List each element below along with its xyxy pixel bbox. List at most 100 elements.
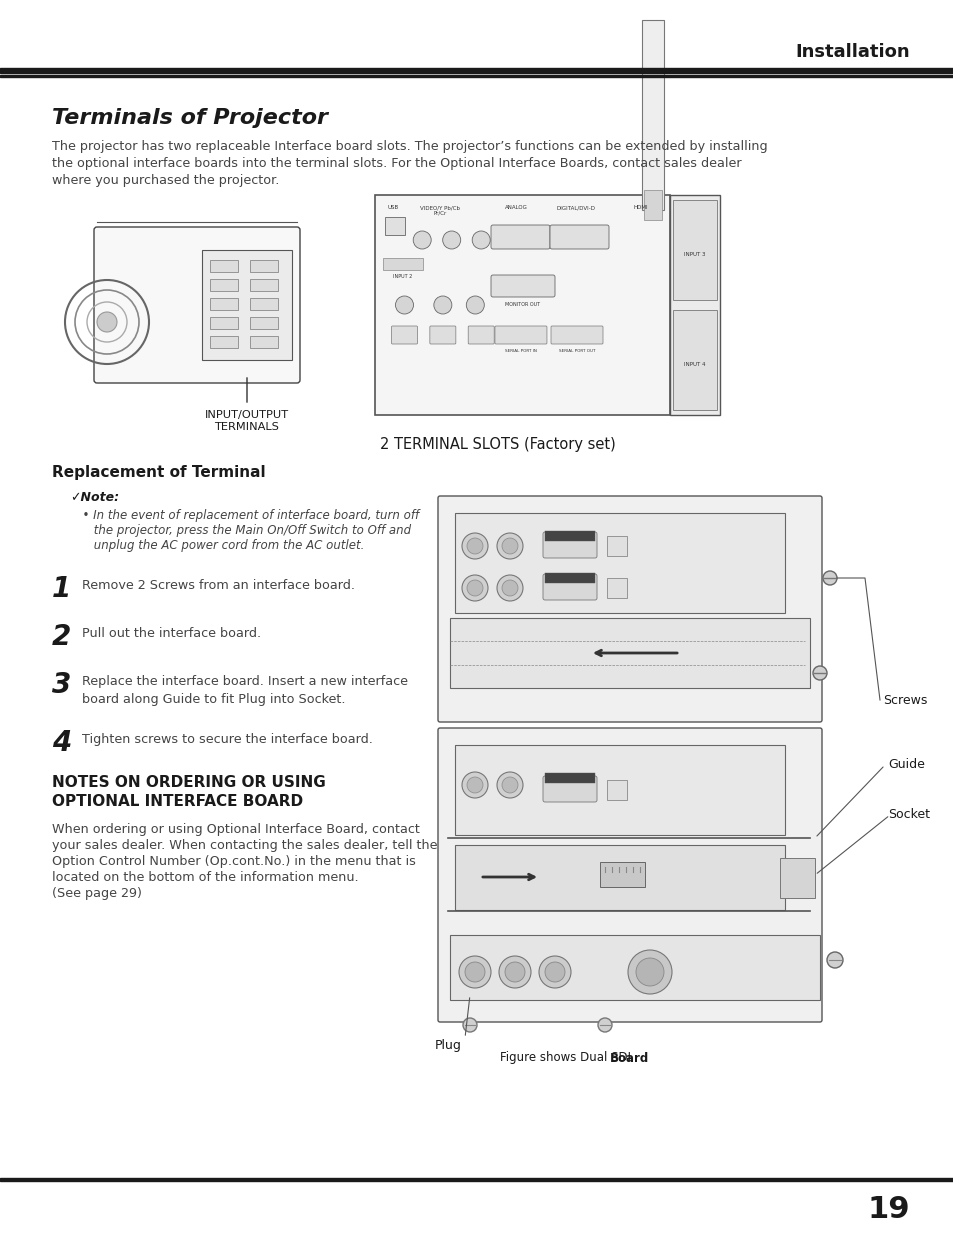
Circle shape [464,962,484,982]
Circle shape [497,772,522,798]
FancyBboxPatch shape [437,727,821,1023]
Bar [544,773,595,783]
FancyBboxPatch shape [495,326,546,345]
Bar [250,298,277,310]
Bar [641,20,663,210]
Text: Tighten screws to secure the interface board.: Tighten screws to secure the interface b… [82,734,373,746]
FancyBboxPatch shape [542,574,597,600]
FancyBboxPatch shape [550,225,608,249]
Circle shape [461,772,488,798]
Text: HDMI: HDMI [633,205,647,210]
Bar [0,1178,953,1181]
FancyBboxPatch shape [430,326,456,345]
Bar [250,279,277,291]
Text: 1: 1 [52,576,71,603]
Bar [544,573,595,583]
Bar [210,336,237,348]
Bar [210,261,237,272]
FancyBboxPatch shape [551,326,602,345]
Text: Socket: Socket [887,809,929,821]
Bar [780,858,814,898]
Circle shape [497,534,522,559]
Circle shape [472,231,490,249]
Text: the optional interface boards into the terminal slots. For the Optional Interfac: the optional interface boards into the t… [52,157,740,170]
Text: Figure shows Dual SDI: Figure shows Dual SDI [499,1051,634,1065]
Text: 2: 2 [52,622,71,651]
Bar [382,258,422,270]
Text: When ordering or using Optional Interface Board, contact: When ordering or using Optional Interfac… [52,823,419,836]
Text: MONITOR OUT: MONITOR OUT [505,301,540,306]
Text: your sales dealer. When contacting the sales dealer, tell the: your sales dealer. When contacting the s… [52,839,437,852]
Bar [210,298,237,310]
Text: where you purchased the projector.: where you purchased the projector. [52,174,279,186]
Bar [210,317,237,329]
Text: 4: 4 [52,729,71,757]
FancyBboxPatch shape [94,227,299,383]
Circle shape [413,231,431,249]
Circle shape [504,962,524,982]
Bar [455,513,784,613]
Bar [250,317,277,329]
Text: NOTES ON ORDERING OR USING
OPTIONAL INTERFACE BOARD: NOTES ON ORDERING OR USING OPTIONAL INTE… [52,776,325,809]
FancyBboxPatch shape [542,776,597,802]
Text: INPUT 2: INPUT 2 [393,273,413,279]
Circle shape [544,962,564,982]
Circle shape [501,777,517,793]
Bar [672,200,717,300]
Bar [0,68,953,73]
Bar [210,279,237,291]
Bar [606,578,626,598]
Circle shape [812,666,826,680]
Text: Remove 2 Screws from an interface board.: Remove 2 Screws from an interface board. [82,579,355,592]
Text: the projector, press the Main On/Off Switch to Off and: the projector, press the Main On/Off Swi… [75,524,411,537]
Text: 19: 19 [866,1195,909,1224]
Circle shape [458,956,491,988]
FancyBboxPatch shape [542,532,597,558]
Bar [202,249,292,359]
Text: ✓Note:: ✓Note: [70,492,119,504]
Text: Plug: Plug [435,1040,461,1052]
Text: 3: 3 [52,671,71,699]
Bar [669,195,720,415]
Circle shape [822,571,836,585]
Circle shape [538,956,571,988]
Circle shape [97,312,117,332]
Bar [606,536,626,556]
Bar [450,618,809,688]
Bar [544,531,595,541]
Bar [606,781,626,800]
Text: Installation: Installation [795,43,909,61]
FancyBboxPatch shape [391,326,417,345]
Bar [250,336,277,348]
Bar [455,745,784,835]
Circle shape [467,538,482,555]
Bar [0,75,953,77]
Text: Replacement of Terminal: Replacement of Terminal [52,466,265,480]
Circle shape [462,1018,476,1032]
FancyBboxPatch shape [491,275,555,296]
Circle shape [627,950,671,994]
Circle shape [498,956,531,988]
Text: Option Control Number (Op.cont.No.) in the menu that is: Option Control Number (Op.cont.No.) in t… [52,855,416,868]
Text: INPUT 3: INPUT 3 [683,252,705,258]
FancyBboxPatch shape [468,326,494,345]
Text: VIDEO/Y Pb/Cb
Pr/Cr: VIDEO/Y Pb/Cb Pr/Cr [419,205,459,215]
Circle shape [434,296,452,314]
Bar [455,845,784,910]
Circle shape [461,534,488,559]
Text: Board: Board [609,1051,649,1065]
Bar [385,217,405,235]
Bar [672,310,717,410]
Circle shape [466,296,484,314]
Text: • In the event of replacement of interface board, turn off: • In the event of replacement of interfa… [75,509,418,522]
Bar [250,261,277,272]
Circle shape [636,958,663,986]
Circle shape [395,296,413,314]
Text: unplug the AC power cord from the AC outlet.: unplug the AC power cord from the AC out… [75,538,364,552]
Circle shape [461,576,488,601]
Text: Pull out the interface board.: Pull out the interface board. [82,627,261,640]
Text: Screws: Screws [882,694,926,706]
Circle shape [442,231,460,249]
Text: The projector has two replaceable Interface board slots. The projector’s functio: The projector has two replaceable Interf… [52,140,767,153]
Circle shape [467,580,482,597]
